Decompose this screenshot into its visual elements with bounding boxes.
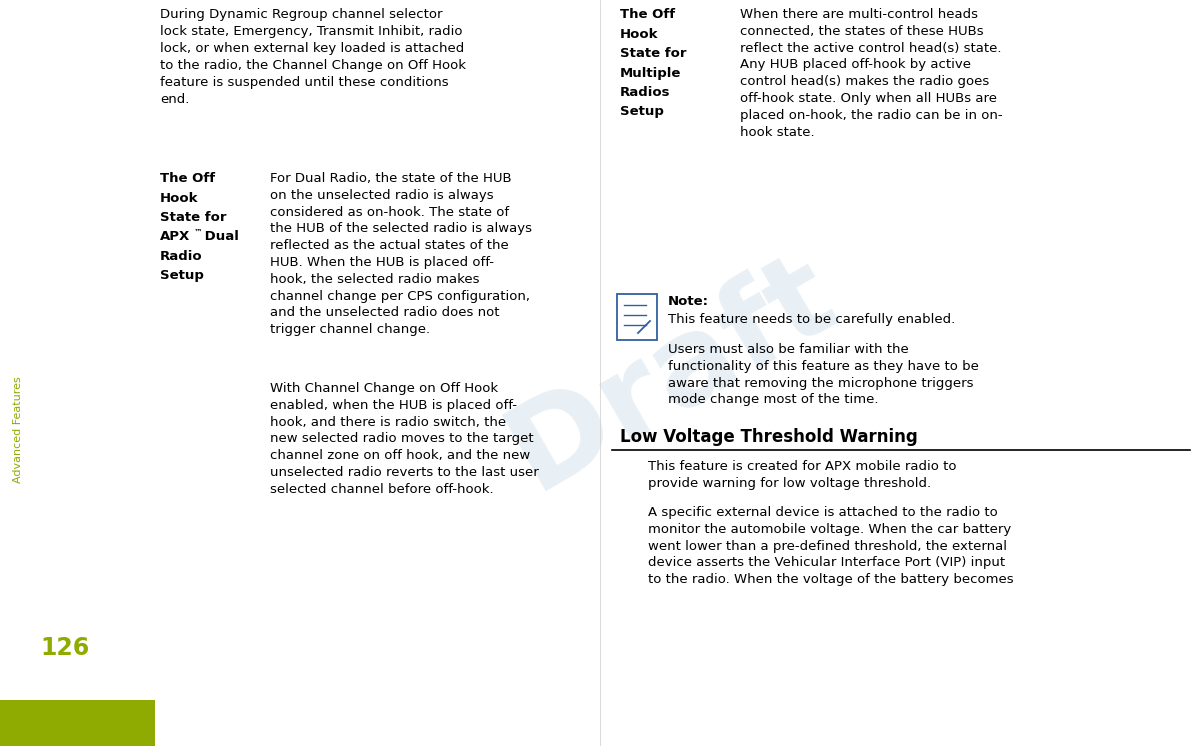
Text: Draft: Draft <box>488 233 856 513</box>
Text: 126: 126 <box>40 636 89 660</box>
Text: English: English <box>52 716 102 730</box>
Text: Setup: Setup <box>160 269 204 283</box>
Text: Low Voltage Threshold Warning: Low Voltage Threshold Warning <box>620 428 918 446</box>
Text: Hook: Hook <box>620 28 659 40</box>
Text: This feature needs to be carefully enabled.: This feature needs to be carefully enabl… <box>668 313 955 326</box>
Text: The Off: The Off <box>160 172 215 185</box>
Bar <box>0 700 155 746</box>
Text: Dual: Dual <box>200 231 239 243</box>
Text: Setup: Setup <box>620 105 664 119</box>
Text: ™: ™ <box>194 228 203 236</box>
Text: During Dynamic Regroup channel selector
lock state, Emergency, Transmit Inhibit,: During Dynamic Regroup channel selector … <box>160 8 466 106</box>
Text: The Off: The Off <box>620 8 676 21</box>
Text: A specific external device is attached to the radio to
monitor the automobile vo: A specific external device is attached t… <box>648 506 1014 586</box>
FancyBboxPatch shape <box>617 294 658 340</box>
Text: State for: State for <box>620 47 686 60</box>
Text: Radios: Radios <box>620 86 671 99</box>
Text: This feature is created for APX mobile radio to
provide warning for low voltage : This feature is created for APX mobile r… <box>648 460 956 490</box>
Text: Hook: Hook <box>160 192 198 204</box>
Text: State for: State for <box>160 211 227 224</box>
Text: When there are multi-control heads
connected, the states of these HUBs
reflect t: When there are multi-control heads conne… <box>740 8 1003 139</box>
Text: Advanced Features: Advanced Features <box>13 377 23 483</box>
Text: For Dual Radio, the state of the HUB
on the unselected radio is always
considere: For Dual Radio, the state of the HUB on … <box>270 172 532 336</box>
Text: Note:: Note: <box>668 295 709 308</box>
Text: Radio: Radio <box>160 250 203 263</box>
Text: APX: APX <box>160 231 191 243</box>
Text: Multiple: Multiple <box>620 66 682 80</box>
Text: With Channel Change on Off Hook
enabled, when the HUB is placed off-
hook, and t: With Channel Change on Off Hook enabled,… <box>270 382 539 496</box>
Text: Users must also be familiar with the
functionality of this feature as they have : Users must also be familiar with the fun… <box>668 343 979 407</box>
